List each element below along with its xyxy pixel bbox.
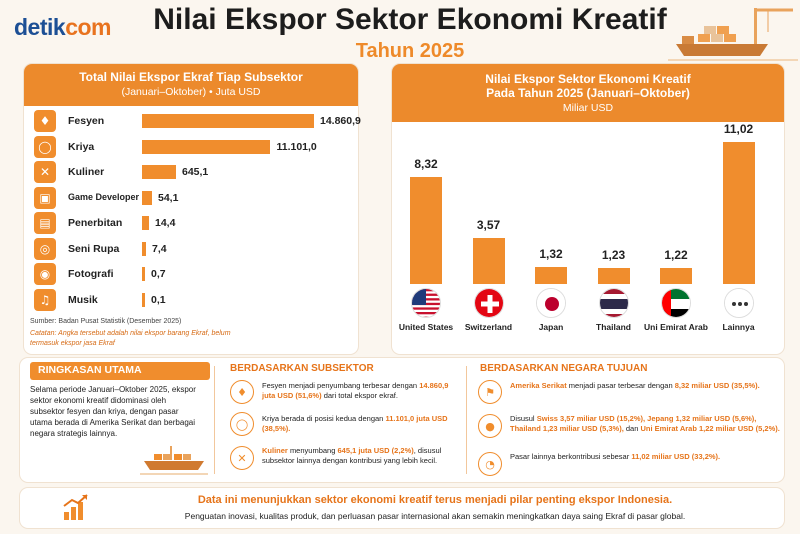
bar — [142, 292, 145, 307]
country-point-1: Amerika Serikat menjadi pasar terbesar d… — [510, 381, 760, 390]
chart-note: Catatan: Angka tersebut adalah nilai eks… — [30, 330, 231, 347]
country-chart-title-line1: Nilai Ekspor Sektor Ekonomi Kreatif — [485, 72, 691, 86]
bar — [142, 190, 152, 205]
category-label: Lainnya — [722, 322, 755, 332]
data-label: 7,4 — [152, 242, 167, 255]
thailand-flag-icon — [598, 288, 629, 318]
summary-label: RINGKASAN UTAMA — [30, 362, 210, 380]
bar — [597, 268, 630, 284]
summary-text: Selama periode Januari–Oktober 2025, eks… — [30, 385, 196, 438]
utensils-icon: ✕ — [230, 446, 254, 470]
camera-icon: ◉ — [34, 263, 56, 285]
subsector-chart-title: Total Nilai Ekspor Ekraf Tiap Subsektor — [79, 70, 303, 84]
data-label: 54,1 — [158, 191, 179, 204]
growth-chart-icon — [63, 494, 88, 520]
category-label: Game Developer — [68, 191, 140, 202]
subsector-chart-header: Total Nilai Ekspor Ekraf Tiap Subsektor … — [24, 64, 358, 106]
bar — [535, 266, 567, 284]
dress-icon: ♦ — [34, 110, 56, 132]
data-label: 3,57 — [476, 217, 501, 232]
category-label: Musik — [68, 293, 98, 306]
subsector-heading: BERDASARKAN SUBSEKTOR — [230, 363, 374, 374]
bar — [722, 142, 755, 284]
switzerland-flag-icon — [473, 288, 504, 318]
category-label: Fesyen — [68, 115, 105, 127]
data-label: 0,7 — [151, 268, 166, 280]
category-label: Kuliner — [68, 166, 105, 178]
country-point-2: Disusul Swiss 3,57 miliar USD (15,2%), J… — [510, 414, 780, 433]
flag-icon: ⚑ — [478, 380, 502, 404]
category-label: Fotografi — [68, 268, 114, 280]
globe-icon: ● — [478, 414, 502, 438]
bar — [472, 237, 505, 284]
book-icon: ▤ — [34, 212, 56, 234]
pottery-icon: ◯ — [34, 135, 56, 158]
music-icon: ♫ — [34, 288, 56, 311]
category-label: Japan — [538, 322, 564, 332]
subsector-point-2: Kriya berada di posisi kedua dengan 11.1… — [262, 414, 448, 433]
category-label: Kriya — [68, 140, 95, 153]
detikcom-logo: detikcom — [14, 14, 111, 40]
data-label: 11,02 — [723, 122, 754, 136]
japan-flag-icon — [536, 288, 566, 318]
subsector-chart-subtitle: (Januari–Oktober) • Juta USD — [121, 86, 261, 98]
data-label: 11.101,0 — [276, 140, 317, 153]
utensils-icon: ✕ — [34, 161, 56, 183]
pie-chart-icon: ◔ — [478, 452, 502, 476]
category-label: Uni Emirat Arab — [644, 322, 708, 332]
category-label: Thailand — [596, 322, 631, 332]
data-label: 645,1 — [182, 166, 209, 178]
gamepad-icon: ▣ — [34, 186, 56, 209]
country-chart-title-line2: Pada Tahun 2025 (Januari–Oktober) — [486, 86, 690, 100]
page-subtitle: Tahun 2025 — [355, 40, 465, 62]
footer-banner — [20, 488, 784, 528]
country-chart-unit: Miliar USD — [562, 102, 614, 114]
bar — [142, 139, 271, 154]
dress-icon: ♦ — [230, 380, 254, 404]
ship-icon — [140, 446, 208, 475]
subsector-point-3: Kuliner menyumbang 645,1 juta USD (2,2%)… — [262, 446, 442, 465]
data-label: 8,32 — [414, 156, 438, 171]
subsector-chart-panel — [24, 64, 358, 354]
bar — [142, 114, 314, 128]
country-chart-header: Nilai Ekspor Sektor Ekonomi Kreatif Pada… — [392, 64, 784, 122]
category-label: Switzerland — [464, 322, 513, 332]
data-label: 14.860,9 — [320, 115, 361, 127]
bar — [142, 267, 145, 281]
subsector-point-1: Fesyen menjadi penyumbang terbesar denga… — [262, 381, 449, 400]
category-label: Seni Rupa — [68, 242, 120, 255]
page-title: Nilai Ekspor Sektor Ekonomi Kreatif — [153, 3, 667, 36]
footer-submessage: Penguatan inovasi, kualitas produk, dan … — [184, 511, 686, 521]
uae-flag-icon — [661, 288, 691, 318]
divider — [214, 366, 215, 474]
bar — [142, 216, 149, 230]
footer-message: Data ini menunjukkan sektor ekonomi krea… — [197, 494, 673, 506]
data-label: 1,32 — [539, 246, 563, 261]
more-icon — [723, 288, 754, 318]
data-label: 14,4 — [155, 217, 176, 229]
us-flag-icon — [411, 288, 441, 318]
pottery-icon: ◯ — [230, 412, 254, 436]
category-label: Penerbitan — [68, 217, 123, 229]
divider — [466, 366, 467, 474]
bar — [142, 241, 146, 256]
category-label: United States — [398, 322, 454, 332]
cargo-ship-illustration — [668, 8, 798, 61]
country-point-3: Pasar lainnya berkontribusi sebesar 11,0… — [510, 452, 721, 461]
data-label: 0,1 — [151, 293, 166, 306]
bar — [410, 176, 442, 284]
bar — [660, 268, 692, 284]
palette-icon: ◎ — [34, 237, 56, 260]
data-label: 1,22 — [664, 248, 688, 263]
chart-source: Sumber: Badan Pusat Statistik (Desember … — [30, 318, 182, 325]
country-heading: BERDASARKAN NEGARA TUJUAN — [480, 363, 648, 374]
data-label: 1,23 — [601, 248, 626, 263]
bar — [142, 165, 176, 179]
